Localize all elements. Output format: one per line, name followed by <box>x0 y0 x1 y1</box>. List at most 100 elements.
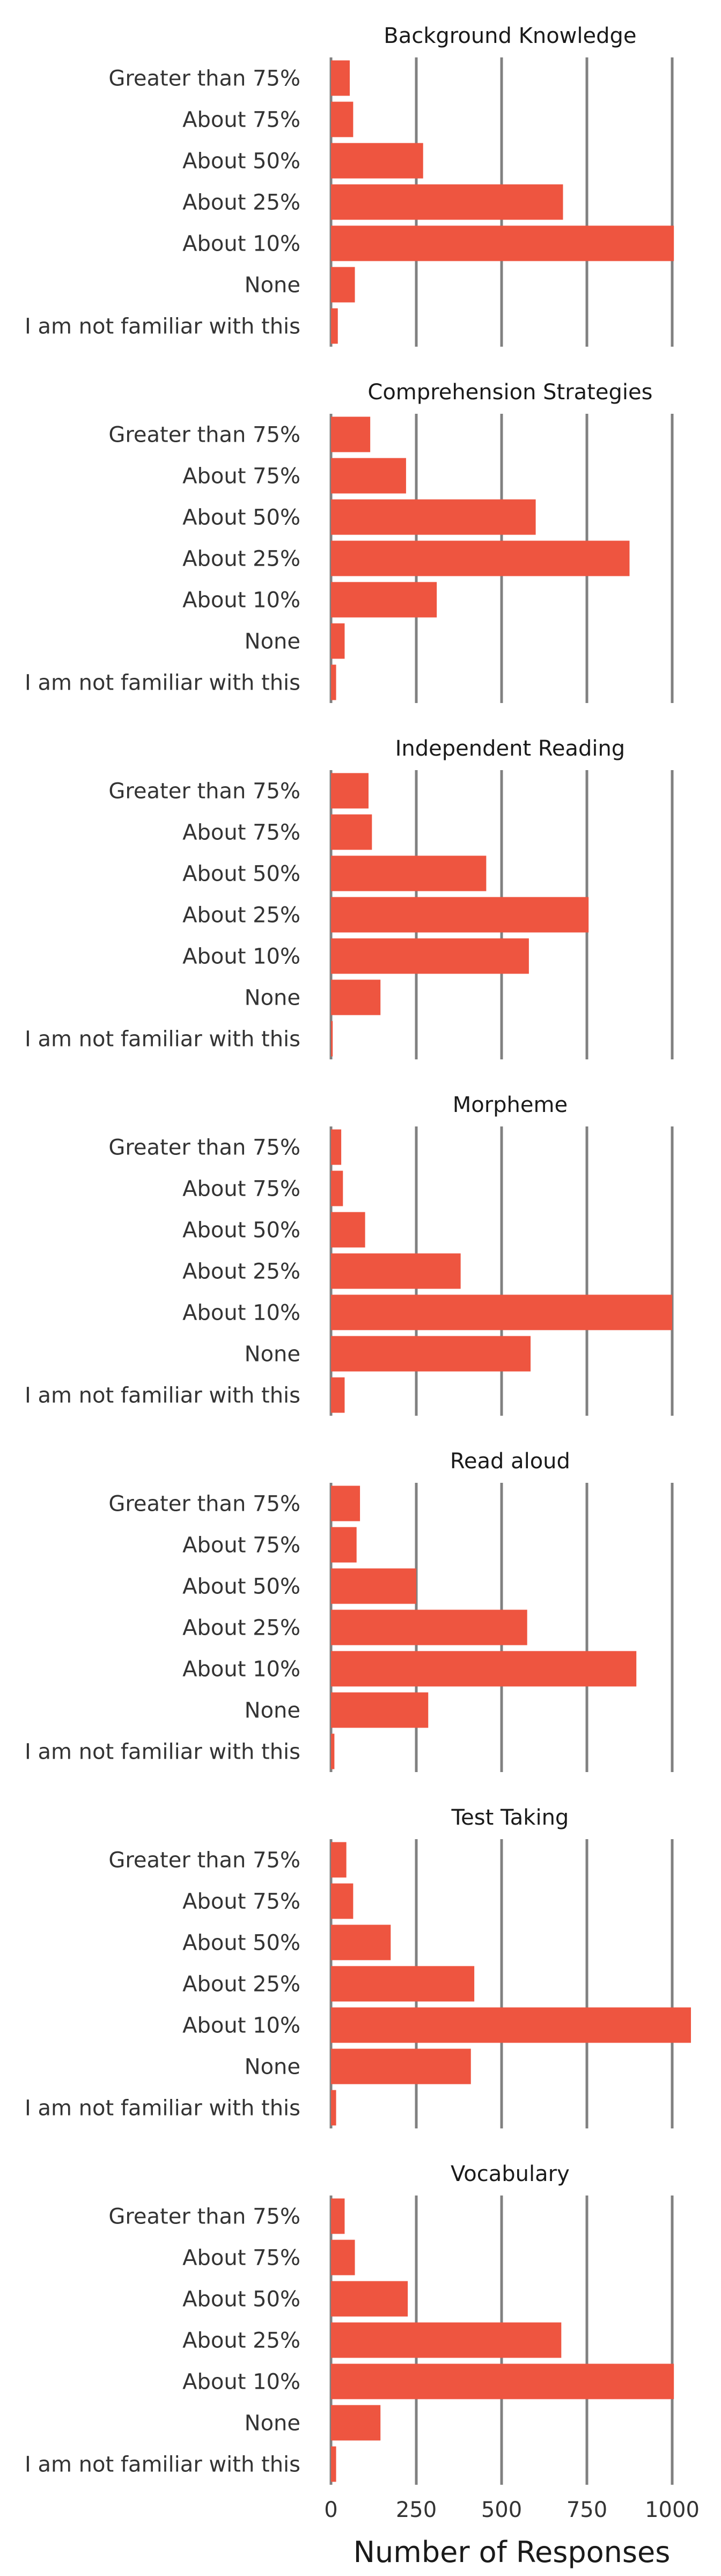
category-label: None <box>245 1342 300 1367</box>
category-label: Greater than 75% <box>108 67 300 91</box>
category-label: About 25% <box>182 1972 300 1997</box>
category-label: About 75% <box>182 1177 300 1202</box>
bar <box>331 2007 691 2043</box>
category-label: About 75% <box>182 1890 300 1914</box>
bar <box>331 1212 365 1248</box>
bar <box>331 1842 347 1878</box>
category-label: About 50% <box>182 2287 300 2312</box>
category-label: About 25% <box>182 547 300 572</box>
bar <box>331 938 529 974</box>
bar <box>331 416 371 452</box>
category-label: Greater than 75% <box>108 1492 300 1517</box>
facet-panel: Independent Reading Greater than 75% About… <box>25 736 674 1059</box>
bar <box>331 2281 408 2317</box>
bar <box>331 814 372 850</box>
category-label: I am not familiar with this <box>25 1740 300 1765</box>
facet-panel: Comprehension Strategies Greater than 75%… <box>25 380 674 703</box>
category-label: Greater than 75% <box>108 1136 300 1160</box>
category-label: None <box>245 1699 300 1723</box>
bar <box>331 1377 345 1413</box>
facet-title: Comprehension Strategies <box>367 380 652 405</box>
category-label: About 10% <box>182 588 300 613</box>
bar <box>331 1129 342 1165</box>
category-label: I am not familiar with this <box>25 1027 300 1052</box>
category-label: I am not familiar with this <box>25 671 300 696</box>
bar <box>331 101 354 137</box>
x-tick-label: 750 <box>566 2498 607 2522</box>
category-label: None <box>245 986 300 1011</box>
facet-title: Morpheme <box>453 1093 568 1117</box>
bar <box>331 979 381 1015</box>
x-tick-label: 500 <box>481 2498 522 2522</box>
x-axis-title: Number of Responses <box>354 2535 671 2569</box>
bar <box>331 1294 672 1330</box>
facet-title: Independent Reading <box>395 736 626 761</box>
bar <box>331 2240 355 2275</box>
bar <box>331 623 345 659</box>
bar <box>331 664 336 700</box>
category-label: I am not familiar with this <box>25 314 300 339</box>
category-label: About 50% <box>182 149 300 174</box>
category-label: None <box>245 2055 300 2080</box>
category-label: About 50% <box>182 1218 300 1243</box>
category-label: About 25% <box>182 903 300 928</box>
category-label: Greater than 75% <box>108 1848 300 1873</box>
bar <box>331 1651 637 1687</box>
bar <box>331 1966 475 2002</box>
bar <box>331 143 423 179</box>
category-label: I am not familiar with this <box>25 1384 300 1408</box>
bar <box>331 1568 416 1604</box>
category-label: Greater than 75% <box>108 423 300 448</box>
bar <box>331 582 437 618</box>
bar <box>331 1485 360 1521</box>
facet-panel: Vocabulary Greater than 75% About 75% About… <box>25 2162 674 2485</box>
category-label: About 50% <box>182 506 300 530</box>
category-label: I am not familiar with this <box>25 2453 300 2477</box>
category-label: About 10% <box>182 2370 300 2395</box>
bar <box>331 2363 674 2399</box>
bar <box>331 1527 357 1563</box>
category-label: About 10% <box>182 1301 300 1326</box>
category-label: About 50% <box>182 1931 300 1956</box>
category-label: About 10% <box>182 232 300 257</box>
bar <box>331 1924 391 1960</box>
bar <box>331 225 674 261</box>
bar <box>331 773 369 809</box>
category-label: About 75% <box>182 1533 300 1558</box>
bar <box>331 2090 336 2126</box>
bar <box>331 2322 562 2358</box>
category-label: About 25% <box>182 1260 300 1284</box>
x-tick-label: 1000 <box>645 2498 700 2522</box>
category-label: About 75% <box>182 2246 300 2271</box>
bar <box>331 1733 335 1769</box>
x-tick-label: 0 <box>324 2498 337 2522</box>
bar <box>331 2198 345 2234</box>
bar <box>331 1609 527 1645</box>
bar <box>331 540 630 576</box>
bar <box>331 1253 461 1289</box>
bar <box>331 897 589 933</box>
bar <box>331 184 563 220</box>
bar <box>331 1336 531 1372</box>
bar <box>331 60 350 96</box>
facet-panel: Test Taking Greater than 75% About 75% Abou… <box>25 1805 691 2128</box>
bar <box>331 458 406 494</box>
bar <box>331 308 338 344</box>
bar <box>331 1170 343 1206</box>
facet-title: Background Knowledge <box>384 24 636 48</box>
facet-panel: Read aloud Greater than 75% About 75% About… <box>25 1449 674 1772</box>
category-label: About 75% <box>182 464 300 489</box>
category-label: About 10% <box>182 945 300 969</box>
category-label: About 10% <box>182 2014 300 2038</box>
category-label: None <box>245 2411 300 2436</box>
facet-title: Read aloud <box>450 1449 570 1474</box>
category-label: None <box>245 630 300 654</box>
bar <box>331 1021 333 1057</box>
category-label: None <box>245 273 300 298</box>
category-label: About 25% <box>182 191 300 215</box>
category-label: About 25% <box>182 2329 300 2353</box>
category-label: I am not familiar with this <box>25 2096 300 2121</box>
facet-title: Test Taking <box>451 1805 569 1830</box>
category-label: About 25% <box>182 1616 300 1641</box>
